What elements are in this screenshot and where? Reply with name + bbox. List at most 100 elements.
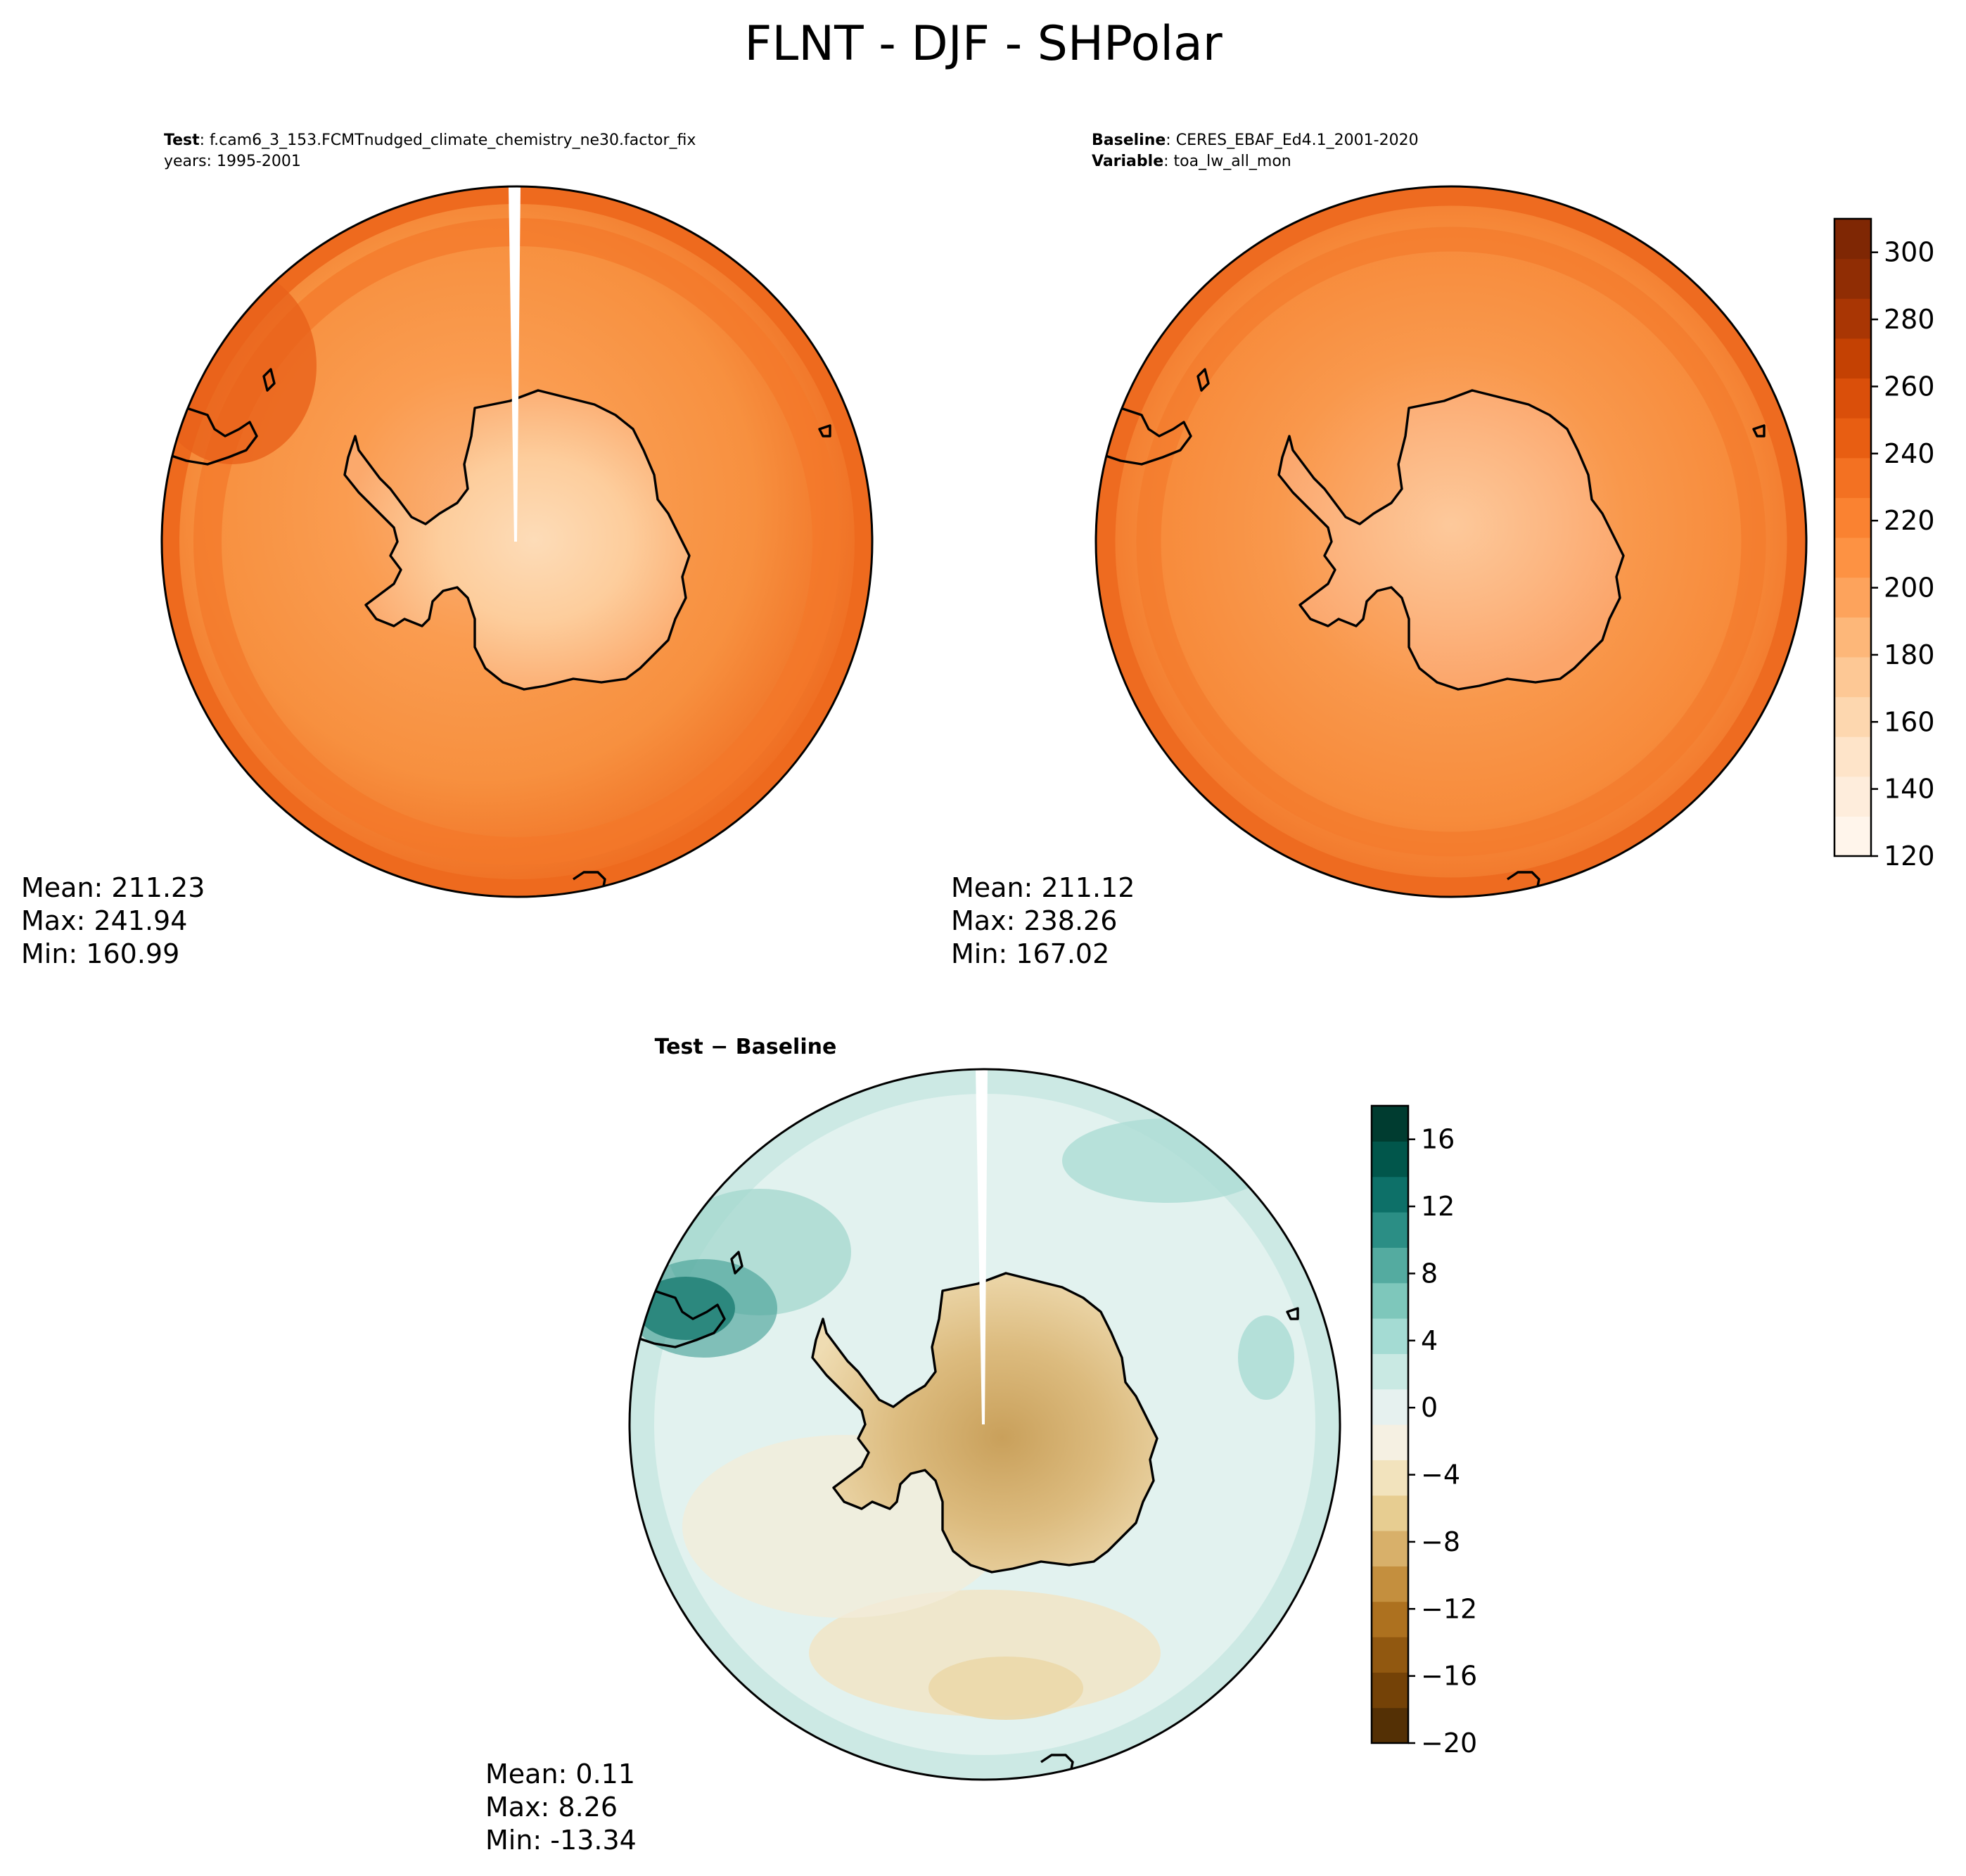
diff-colorbar-tick-label: −12 <box>1421 1593 1477 1624</box>
test-header-label: Test <box>164 132 200 149</box>
diff-colorbar-swatch <box>1372 1424 1408 1460</box>
diff-max: Max: 8.26 <box>485 1792 618 1823</box>
test-hot-region <box>162 267 317 464</box>
main-colorbar-tick-label: 280 <box>1884 304 1935 335</box>
main-colorbar-swatch <box>1834 577 1871 618</box>
main-colorbar-swatch <box>1834 219 1871 260</box>
test-map-border <box>160 185 874 898</box>
main-colorbar-tick-label: 140 <box>1884 774 1935 805</box>
diff-panel: Test − Baseline <box>485 1035 1341 1856</box>
figure-title: FLNT - DJF - SHPolar <box>744 16 1223 72</box>
diff-colorbar-tick-label: −20 <box>1421 1728 1477 1759</box>
diff-colorbar-swatch <box>1372 1176 1408 1213</box>
baseline-header-sep: : <box>1166 132 1175 149</box>
diff-title: Test − Baseline <box>655 1035 837 1059</box>
baseline-max: Max: 238.26 <box>951 905 1117 936</box>
diff-colorbar-swatch <box>1372 1672 1408 1709</box>
main-colorbar-tick-label: 300 <box>1884 237 1935 268</box>
baseline-header-line1: Baseline: CERES_EBAF_Ed4.1_2001-2020 <box>1092 132 1419 149</box>
baseline-variable-label: Variable <box>1092 153 1163 170</box>
baseline-header-sep2: : <box>1163 153 1173 170</box>
diff-beige-band-2 <box>682 1435 1006 1618</box>
diff-colorbar: 16 12 8 4 0 −4 −8 −12 −16 −20 <box>1370 1104 1477 1759</box>
main-colorbar-swatch <box>1834 378 1871 419</box>
test-header-sep: : <box>200 132 210 149</box>
diff-colorbar-tick-label: 16 <box>1421 1124 1455 1155</box>
main-colorbar-tick-label: 180 <box>1884 639 1935 670</box>
diff-hot-halo <box>630 1259 777 1358</box>
baseline-header-line2: Variable: toa_lw_all_mon <box>1092 153 1291 170</box>
diff-colorbar-tick-label: −8 <box>1421 1526 1460 1557</box>
diff-colorbar-tick-label: 12 <box>1421 1191 1455 1222</box>
diff-beige-core <box>928 1657 1083 1720</box>
diff-colorbar-tick-label: 0 <box>1421 1392 1438 1423</box>
diff-colorbar-swatch <box>1372 1141 1408 1178</box>
diff-colorbar-tick-label: −16 <box>1421 1661 1477 1692</box>
diff-teal-patch-2 <box>1238 1315 1294 1400</box>
diff-teal-patch-1 <box>1062 1118 1273 1203</box>
main-colorbar-swatch <box>1834 816 1871 857</box>
baseline-variable: toa_lw_all_mon <box>1174 153 1291 170</box>
main-colorbar-swatch <box>1834 418 1871 459</box>
diff-map <box>630 1069 1340 1780</box>
main-colorbar-swatch <box>1834 696 1871 737</box>
main-colorbar-swatch <box>1834 736 1871 777</box>
baseline-mean: Mean: 211.12 <box>951 872 1135 903</box>
main-colorbar-swatch <box>1834 776 1871 817</box>
baseline-dataset: CERES_EBAF_Ed4.1_2001-2020 <box>1176 132 1419 149</box>
main-colorbar-swatch <box>1834 258 1871 299</box>
test-map <box>162 186 872 897</box>
baseline-header-label: Baseline <box>1092 132 1166 149</box>
test-panel: Test: f.cam6_3_153.FCMTnudged_climate_ch… <box>21 132 874 969</box>
test-min: Min: 160.99 <box>21 938 179 969</box>
main-colorbar-tick-label: 260 <box>1884 371 1935 402</box>
test-mean: Mean: 211.23 <box>21 872 205 903</box>
diff-colorbar-swatch <box>1372 1637 1408 1673</box>
main-colorbar-swatch <box>1834 537 1871 578</box>
main-colorbar-swatch <box>1834 457 1871 498</box>
main-colorbar-tick-label: 120 <box>1884 841 1935 872</box>
diff-seam <box>976 1069 988 1424</box>
diff-colorbar-swatch <box>1372 1212 1408 1248</box>
diff-colorbar-swatch <box>1372 1353 1408 1390</box>
main-colorbar-swatch <box>1834 298 1871 339</box>
diff-map-border <box>628 1068 1341 1781</box>
main-colorbar-tick-label: 240 <box>1884 438 1935 469</box>
diff-colorbar-outline <box>1370 1104 1410 1744</box>
main-colorbar-swatch <box>1834 617 1871 658</box>
diff-colorbar-swatch <box>1372 1389 1408 1425</box>
main-colorbar-swatch <box>1834 338 1871 379</box>
test-seam <box>509 186 521 542</box>
baseline-mid-band <box>1136 226 1766 857</box>
diff-colorbar-tick-label: 4 <box>1421 1325 1438 1356</box>
diff-colorbar-swatch <box>1372 1318 1408 1354</box>
baseline-panel: Baseline: CERES_EBAF_Ed4.1_2001-2020 Var… <box>951 132 1808 969</box>
test-header-line1: Test: f.cam6_3_153.FCMTnudged_climate_ch… <box>164 132 696 149</box>
main-colorbar-swatch <box>1834 497 1871 538</box>
main-colorbar-outline <box>1833 217 1872 857</box>
diff-colorbar-swatch <box>1372 1106 1408 1142</box>
main-colorbar-tick-label: 200 <box>1884 573 1935 604</box>
main-colorbar-swatch <box>1834 656 1871 698</box>
test-years: years: 1995-2001 <box>164 153 301 170</box>
diff-colorbar-swatch <box>1372 1566 1408 1602</box>
diff-min: Min: -13.34 <box>485 1825 637 1856</box>
diff-colorbar-tick-label: −4 <box>1421 1460 1460 1491</box>
diff-colorbar-tick-label: 8 <box>1421 1258 1438 1289</box>
test-max: Max: 241.94 <box>21 905 187 936</box>
diff-mean: Mean: 0.11 <box>485 1759 635 1789</box>
diff-colorbar-swatch <box>1372 1707 1408 1744</box>
main-colorbar-tick-label: 220 <box>1884 505 1935 536</box>
diff-colorbar-swatch <box>1372 1601 1408 1638</box>
baseline-map <box>1096 186 1806 897</box>
diff-colorbar-swatch <box>1372 1495 1408 1531</box>
test-case-name: f.cam6_3_153.FCMTnudged_climate_chemistr… <box>210 132 696 149</box>
baseline-map-border <box>1094 185 1808 898</box>
diff-colorbar-swatch <box>1372 1247 1408 1284</box>
baseline-min: Min: 167.02 <box>951 938 1109 969</box>
diff-colorbar-swatch <box>1372 1282 1408 1319</box>
diff-colorbar-swatch <box>1372 1531 1408 1566</box>
diff-colorbar-swatch <box>1372 1460 1408 1496</box>
main-colorbar: 120 140 160 180 200 220 240 260 280 300 <box>1833 217 1935 872</box>
